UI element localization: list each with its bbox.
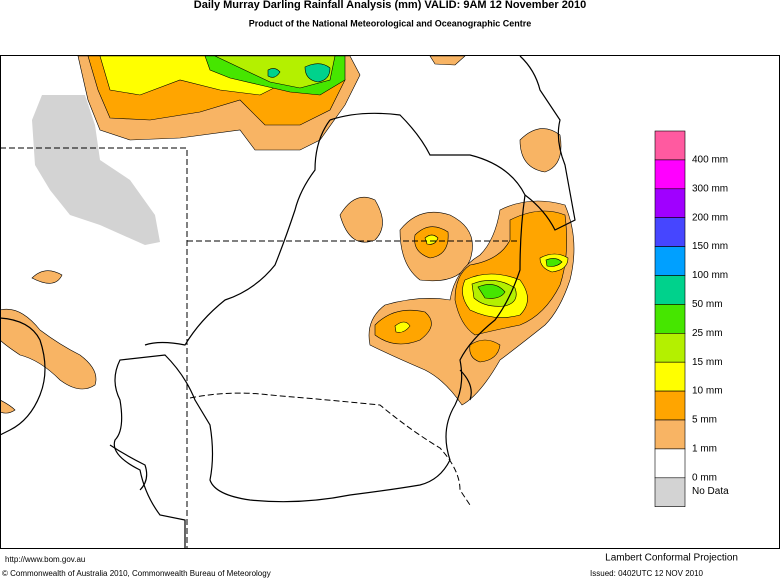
legend-swatch bbox=[654, 217, 686, 247]
legend-swatch bbox=[654, 275, 686, 305]
rainfall-shading bbox=[1, 56, 575, 414]
legend-swatch bbox=[654, 448, 686, 479]
legend-label: 50 mm bbox=[692, 299, 723, 310]
legend-swatch bbox=[654, 477, 686, 507]
legend-label: 10 mm bbox=[692, 386, 723, 397]
legend-label: 1 mm bbox=[692, 444, 717, 455]
title: Daily Murray Darling Rainfall Analysis (… bbox=[194, 0, 586, 11]
subtitle: Product of the National Meteorological a… bbox=[249, 18, 532, 28]
legend-swatch bbox=[654, 361, 686, 392]
legend-label: 0 mm bbox=[692, 472, 717, 483]
legend: 400 mm 300 mm 200 mm 150 mm 100 mm 50 mm 25 mm… bbox=[654, 130, 729, 507]
legend-swatch bbox=[654, 246, 686, 276]
legend-swatch bbox=[654, 188, 686, 219]
legend-label: 300 mm bbox=[692, 183, 728, 194]
legend-swatch bbox=[654, 130, 686, 161]
legend-swatch bbox=[654, 159, 686, 190]
boundaries bbox=[0, 55, 576, 548]
map bbox=[0, 55, 780, 549]
legend-swatch bbox=[654, 390, 686, 421]
legend-label: 100 mm bbox=[692, 270, 728, 281]
copyright: © Commonwealth of Australia 2010, Common… bbox=[2, 569, 271, 578]
legend-label: No Data bbox=[692, 486, 729, 497]
legend-swatch bbox=[654, 332, 686, 363]
source-url: http://www.bom.gov.au bbox=[5, 555, 85, 564]
legend-label: 200 mm bbox=[692, 212, 728, 223]
legend-label: 15 mm bbox=[692, 357, 723, 368]
legend-swatch bbox=[654, 304, 686, 334]
projection-note: Lambert Conformal Projection bbox=[605, 553, 738, 564]
legend-swatch bbox=[654, 419, 686, 450]
issued: Issued: 0402UTC 12 NOV 2010 bbox=[590, 569, 704, 578]
legend-label: 5 mm bbox=[692, 415, 717, 426]
legend-label: 400 mm bbox=[692, 155, 728, 166]
legend-label: 150 mm bbox=[692, 241, 728, 252]
legend-label: 25 mm bbox=[692, 328, 723, 339]
